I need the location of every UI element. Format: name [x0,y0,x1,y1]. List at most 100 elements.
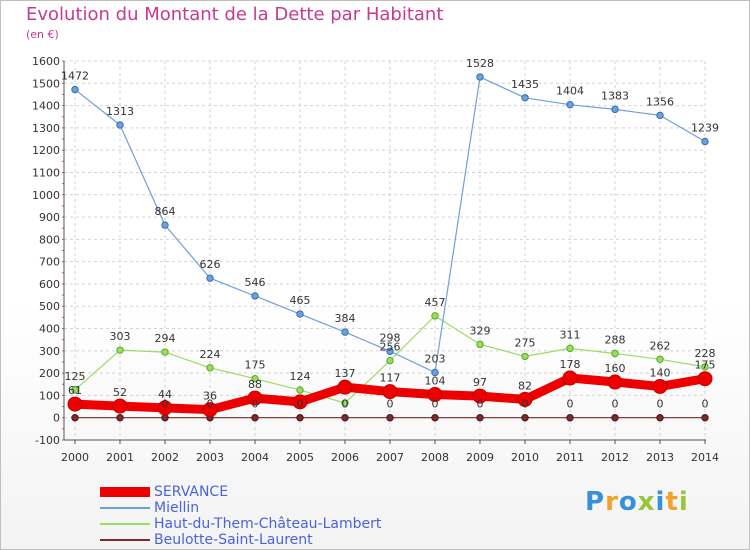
legend-swatch [100,539,150,541]
data-point [472,388,488,404]
data-point [521,352,529,361]
data-point [71,414,79,422]
data-label: 0 [207,398,214,411]
data-point [71,85,79,94]
data-label: 384 [335,312,356,325]
data-point [611,349,619,358]
data-point [382,384,398,400]
data-label: 125 [65,370,86,383]
data-label: 0 [477,398,484,411]
data-label: 262 [650,339,671,352]
data-label: 864 [155,205,176,218]
y-tick-label: 0 [53,412,60,425]
legend-item-servance: SERVANCE [100,484,381,500]
y-tick-label: 300 [39,345,60,358]
data-point [251,414,259,422]
data-label: 178 [560,358,581,371]
data-label: 0 [702,398,709,411]
data-point [476,414,484,422]
data-label: 137 [335,367,356,380]
data-label: 88 [248,378,262,391]
data-label: 104 [425,375,446,388]
y-tick-label: 900 [39,211,60,224]
data-label: 275 [515,336,536,349]
y-tick-label: 200 [39,367,60,380]
y-tick-label: 500 [39,300,60,313]
data-point [386,414,394,422]
data-label: 1528 [466,57,494,70]
proxiti-logo: Proxiti [585,487,689,517]
data-point [71,386,79,394]
data-point [251,374,259,383]
legend-item-miellin: Miellin [100,500,381,516]
data-point [386,356,394,365]
data-point [341,399,349,407]
legend: SERVANCE Miellin Haut-du-Them-Château-Lamb… [100,484,381,548]
logo-letter: x [637,487,656,517]
x-tick-label: 2008 [421,451,449,464]
data-label: 1313 [106,105,134,118]
data-label: 298 [380,331,401,344]
data-point [341,414,349,422]
data-label: 61 [68,384,82,397]
data-point [251,292,259,300]
data-label: 0 [297,398,304,411]
data-point [521,94,529,102]
y-tick-label: 600 [39,278,60,291]
data-point [701,414,709,422]
data-point [611,105,619,114]
logo-letter: P [585,487,606,517]
x-tick-label: 2013 [646,451,674,464]
data-point [566,344,574,353]
data-label: 1435 [511,78,539,91]
data-label: 0 [342,398,349,411]
data-label: 44 [158,388,172,401]
data-point [521,414,529,422]
data-label: 288 [605,333,626,346]
series-layer [67,73,713,422]
data-label: 1356 [646,95,674,108]
logo-letter: t [665,487,679,517]
data-point [611,414,619,422]
y-tick-label: 100 [39,389,60,402]
data-point [427,387,443,403]
data-point [337,379,353,395]
x-tick-label: 2004 [241,451,269,464]
series-miellin [71,73,709,377]
y-tick-label: 1400 [32,100,60,113]
data-point [157,400,173,416]
legend-label: Beulotte-Saint-Laurent [154,532,313,548]
data-point [656,355,664,363]
data-point [656,414,664,422]
data-point [701,363,709,371]
data-label: 203 [425,352,446,365]
data-point [431,312,439,320]
data-point [386,347,394,355]
data-label: 0 [612,398,619,411]
data-label: 0 [162,398,169,411]
y-tick-label: 1500 [32,77,60,90]
series-haut-du-them-chateau-lambert [71,312,709,407]
x-tick-label: 2012 [601,451,629,464]
legend-label: SERVANCE [154,484,229,500]
x-tick-label: 2011 [556,451,584,464]
data-point [517,391,533,407]
data-label: 97 [473,376,487,389]
data-label: 117 [380,372,401,385]
data-point [202,402,218,418]
x-tick-label: 2002 [151,451,179,464]
logo-letter: r [605,487,619,517]
data-label: 457 [425,296,446,309]
x-tick-label: 2009 [466,451,494,464]
logo-letter: i [678,487,689,517]
data-point [607,374,623,390]
data-point [116,121,124,129]
data-label: 0 [522,398,529,411]
legend-item-haut-du-them-chateau-lambert: Haut-du-Them-Château-Lambert [100,516,381,532]
data-point [161,221,169,229]
data-label: 0 [252,398,259,411]
grid [64,60,706,441]
y-tick-label: 1600 [32,55,60,68]
data-point [112,398,128,414]
data-point [652,378,668,394]
